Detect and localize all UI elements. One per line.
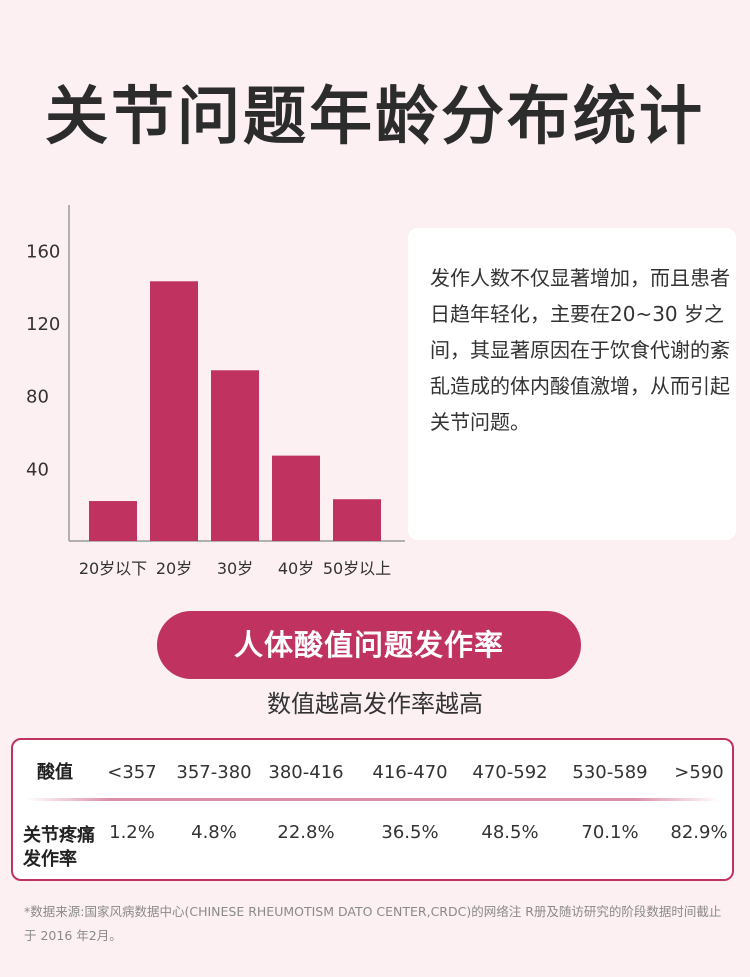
acid-value-cell: 416-470 <box>372 762 448 783</box>
table-subtitle: 数值越高发作率越高 <box>267 690 483 718</box>
pain-rate-cell: 22.8% <box>277 822 335 843</box>
y-tick-label: 80 <box>26 387 49 408</box>
pain-rate-cell: 82.9% <box>670 822 728 843</box>
acid-value-cell: 357-380 <box>176 762 252 783</box>
acid-value-cell: 530-589 <box>572 762 648 783</box>
acid-value-header: 酸值 <box>37 762 73 783</box>
acid-value-cell: 470-592 <box>472 762 548 783</box>
pain-rate-cell: 36.5% <box>381 822 439 843</box>
info-text: 发作人数不仅显著增加，而且患者日趋年轻化，主要在20~30 岁之间，其显著原因在… <box>430 266 730 434</box>
table-divider <box>27 798 719 801</box>
bar-3 <box>272 455 320 541</box>
pain-rate-header-line1: 关节疼痛 <box>23 825 95 846</box>
data-source-footnote: *数据来源:国家风病数据中心(CHINESE RHEUMOTISM DATO C… <box>24 904 722 943</box>
acid-rate-table: 酸值 <357 357-380 380-416 416-470 470-592 530-5… <box>11 738 734 881</box>
acid-value-row: 酸值 <357 357-380 380-416 416-470 470-592 530-5… <box>13 758 732 788</box>
pain-rate-cell: 4.8% <box>191 822 237 843</box>
acid-value-cell: >590 <box>674 762 724 783</box>
bar-0 <box>89 501 137 541</box>
pain-rate-cell: 1.2% <box>109 822 155 843</box>
page-title: 关节问题年龄分布统计 <box>45 80 705 153</box>
x-tick-label: 50岁以上 <box>323 559 391 578</box>
y-tick-label: 40 <box>26 459 49 480</box>
bar-1 <box>150 281 198 541</box>
x-tick-label: 20岁 <box>156 559 192 578</box>
acid-value-cell: 380-416 <box>268 762 344 783</box>
x-tick-label: 20岁以下 <box>79 559 147 578</box>
pain-rate-header: 关节疼痛 发作率 <box>23 824 95 872</box>
bar-4 <box>333 499 381 541</box>
y-tick-label: 120 <box>26 314 60 335</box>
pain-rate-row: 关节疼痛 发作率 1.2% 4.8% 22.8% 36.5% 48.5% 70.1% 82.… <box>13 818 732 870</box>
x-tick-label: 40岁 <box>278 559 314 578</box>
age-distribution-bar-chart: 40 80 120 160 20岁以下 20岁 30岁 40岁 50岁以上 <box>26 205 405 578</box>
x-tick-label: 30岁 <box>217 559 253 578</box>
y-tick-label: 160 <box>26 241 60 262</box>
pain-rate-cell: 48.5% <box>481 822 539 843</box>
acid-problem-rate-banner: 人体酸值问题发作率 <box>157 611 581 679</box>
bar-2 <box>211 370 259 541</box>
acid-value-cell: <357 <box>107 762 157 783</box>
info-card: 发作人数不仅显著增加，而且患者日趋年轻化，主要在20~30 岁之间，其显著原因在… <box>408 228 736 540</box>
pain-rate-header-line2: 发作率 <box>23 849 77 870</box>
pain-rate-cell: 70.1% <box>581 822 639 843</box>
